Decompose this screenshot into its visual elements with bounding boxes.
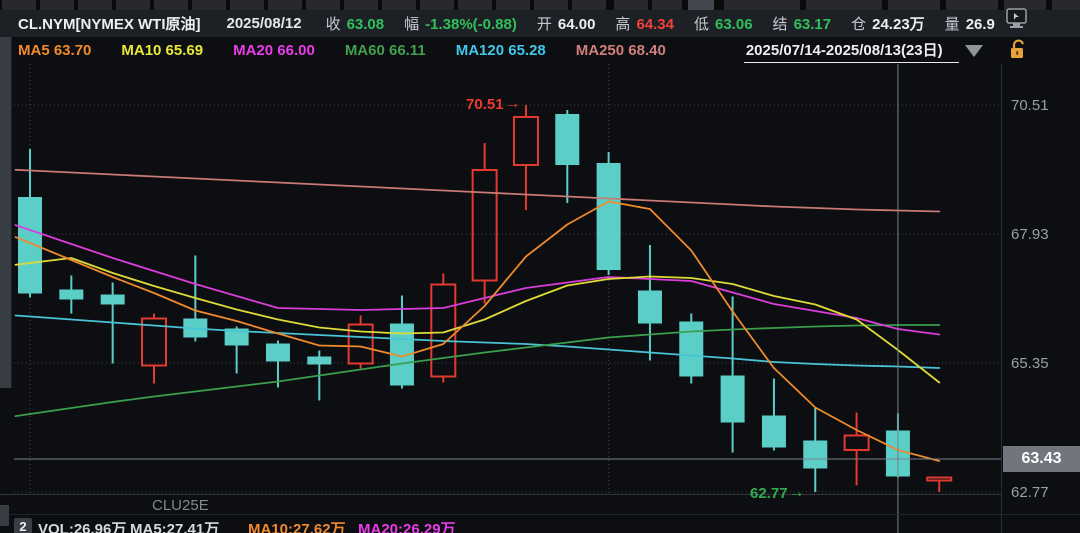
quote-date: 2025/08/12 <box>226 15 302 32</box>
volume-legend-item: MA5:27.41万 <box>130 521 220 533</box>
volume-legend-item: MA10:27.62万 <box>248 521 346 533</box>
arrow-right-icon: → <box>504 95 521 112</box>
top-tab[interactable] <box>154 0 188 10</box>
mouse-cursor-icon <box>1006 7 1030 36</box>
quote-field: 仓 24.23万 <box>851 16 925 33</box>
ma-legend: MA5 63.70 MA10 65.69 MA20 66.00 MA60 66.11 M… <box>0 37 1080 64</box>
date-range-control[interactable]: 2025/07/14-2025/08/13(23日) <box>743 39 959 63</box>
volume-legend-item: MA20:26.29万 <box>358 521 456 533</box>
ma-legend-item: MA120 65.28 <box>455 42 546 59</box>
top-tab[interactable] <box>724 0 800 10</box>
top-tab[interactable] <box>192 0 226 10</box>
crosshair-price-tag: 63.43 <box>1003 446 1080 472</box>
ma-legend-item: MA20 66.00 <box>233 42 315 59</box>
contract-label: CLU25E <box>152 497 209 514</box>
top-tab[interactable] <box>652 0 682 10</box>
quote-field: 幅 -1.38%(-0.88) <box>404 16 517 33</box>
quote-field: 开 64.00 <box>537 16 596 33</box>
field-label: 低 <box>693 16 709 33</box>
quote-fields: 收 63.08 幅 -1.38%(-0.88) 开 64.00 高 64.34 低 63.06 结 6… <box>326 13 1015 34</box>
field-label: 开 <box>536 16 552 33</box>
field-label: 量 <box>944 16 960 33</box>
ma-legend-item: MA60 66.11 <box>344 42 426 59</box>
indicator-window-number[interactable]: 2 <box>14 518 32 533</box>
ma-legend-item: MA5 63.70 <box>18 42 92 59</box>
top-tab[interactable] <box>382 0 416 10</box>
field-value: 26.9 <box>965 16 995 33</box>
top-tab[interactable] <box>458 0 492 10</box>
quote-field: 低 63.06 <box>694 16 753 33</box>
left-panel-edge-bottom <box>0 505 9 526</box>
y-axis-tick: 67.93 <box>1011 226 1049 243</box>
y-axis-tick: 62.77 <box>1011 484 1049 501</box>
quote-field: 结 63.17 <box>773 16 832 33</box>
top-tab[interactable] <box>230 0 264 10</box>
unlock-icon[interactable] <box>1009 38 1029 64</box>
field-label: 结 <box>772 16 788 33</box>
field-value: 63.06 <box>715 16 753 33</box>
ma-legend-item: MA250 68.40 <box>575 42 666 59</box>
field-label: 收 <box>325 16 341 33</box>
top-tab[interactable] <box>268 0 302 10</box>
top-tab[interactable] <box>806 0 882 10</box>
quote-field: 高 64.34 <box>615 16 674 33</box>
volume-pane-header: 2 VOL:26.96万 MA5:27.41万 MA10:27.62万 MA20:26… <box>0 514 1080 533</box>
top-tab[interactable] <box>614 0 648 10</box>
top-tab[interactable] <box>1004 0 1046 10</box>
ma-legend-items: MA5 63.70 MA10 65.69 MA20 66.00 MA60 66.11 M… <box>18 42 696 59</box>
chevron-down-icon[interactable] <box>964 44 983 57</box>
top-tab[interactable] <box>420 0 454 10</box>
top-tab[interactable] <box>2 0 36 10</box>
top-tab[interactable] <box>344 0 378 10</box>
range-low-annotation: 62.77 → <box>750 484 805 502</box>
field-label: 仓 <box>851 16 867 33</box>
top-tab-strip <box>0 0 1080 10</box>
volume-legend-item: VOL:26.96万 <box>38 521 127 533</box>
field-value: 64.34 <box>636 16 674 33</box>
left-panel-edge <box>0 10 12 388</box>
top-tab[interactable] <box>306 0 340 10</box>
top-tab[interactable] <box>572 0 606 10</box>
top-tab[interactable] <box>688 0 714 10</box>
field-value: 63.17 <box>793 16 832 33</box>
field-label: 高 <box>615 16 631 33</box>
top-tab[interactable] <box>888 0 940 10</box>
y-axis-tick: 65.35 <box>1011 355 1049 372</box>
field-value: -1.38%(-0.88) <box>425 16 517 33</box>
quote-field: 量 26.9 <box>945 16 995 33</box>
top-tab[interactable] <box>116 0 150 10</box>
symbol-title: CL.NYM[NYMEX WTI原油] <box>18 16 201 33</box>
ma-legend-item: MA10 65.69 <box>121 42 204 59</box>
field-value: 24.23万 <box>872 16 925 33</box>
field-value: 63.08 <box>346 16 385 33</box>
field-label: 幅 <box>404 16 420 33</box>
top-tab[interactable] <box>78 0 112 10</box>
y-axis-tick: 70.51 <box>1011 97 1049 114</box>
top-tab[interactable] <box>40 0 74 10</box>
quote-field: 收 63.08 <box>326 16 385 33</box>
top-tab[interactable] <box>534 0 568 10</box>
quote-header: CL.NYM[NYMEX WTI原油] 2025/08/12 收 63.08 幅 -1… <box>0 10 1080 37</box>
top-tab[interactable] <box>1052 0 1080 10</box>
field-value: 64.00 <box>557 16 596 33</box>
top-tab[interactable] <box>946 0 998 10</box>
arrow-right-icon: → <box>788 484 805 501</box>
top-tab[interactable] <box>496 0 530 10</box>
range-high-annotation: 70.51 → <box>466 95 521 113</box>
